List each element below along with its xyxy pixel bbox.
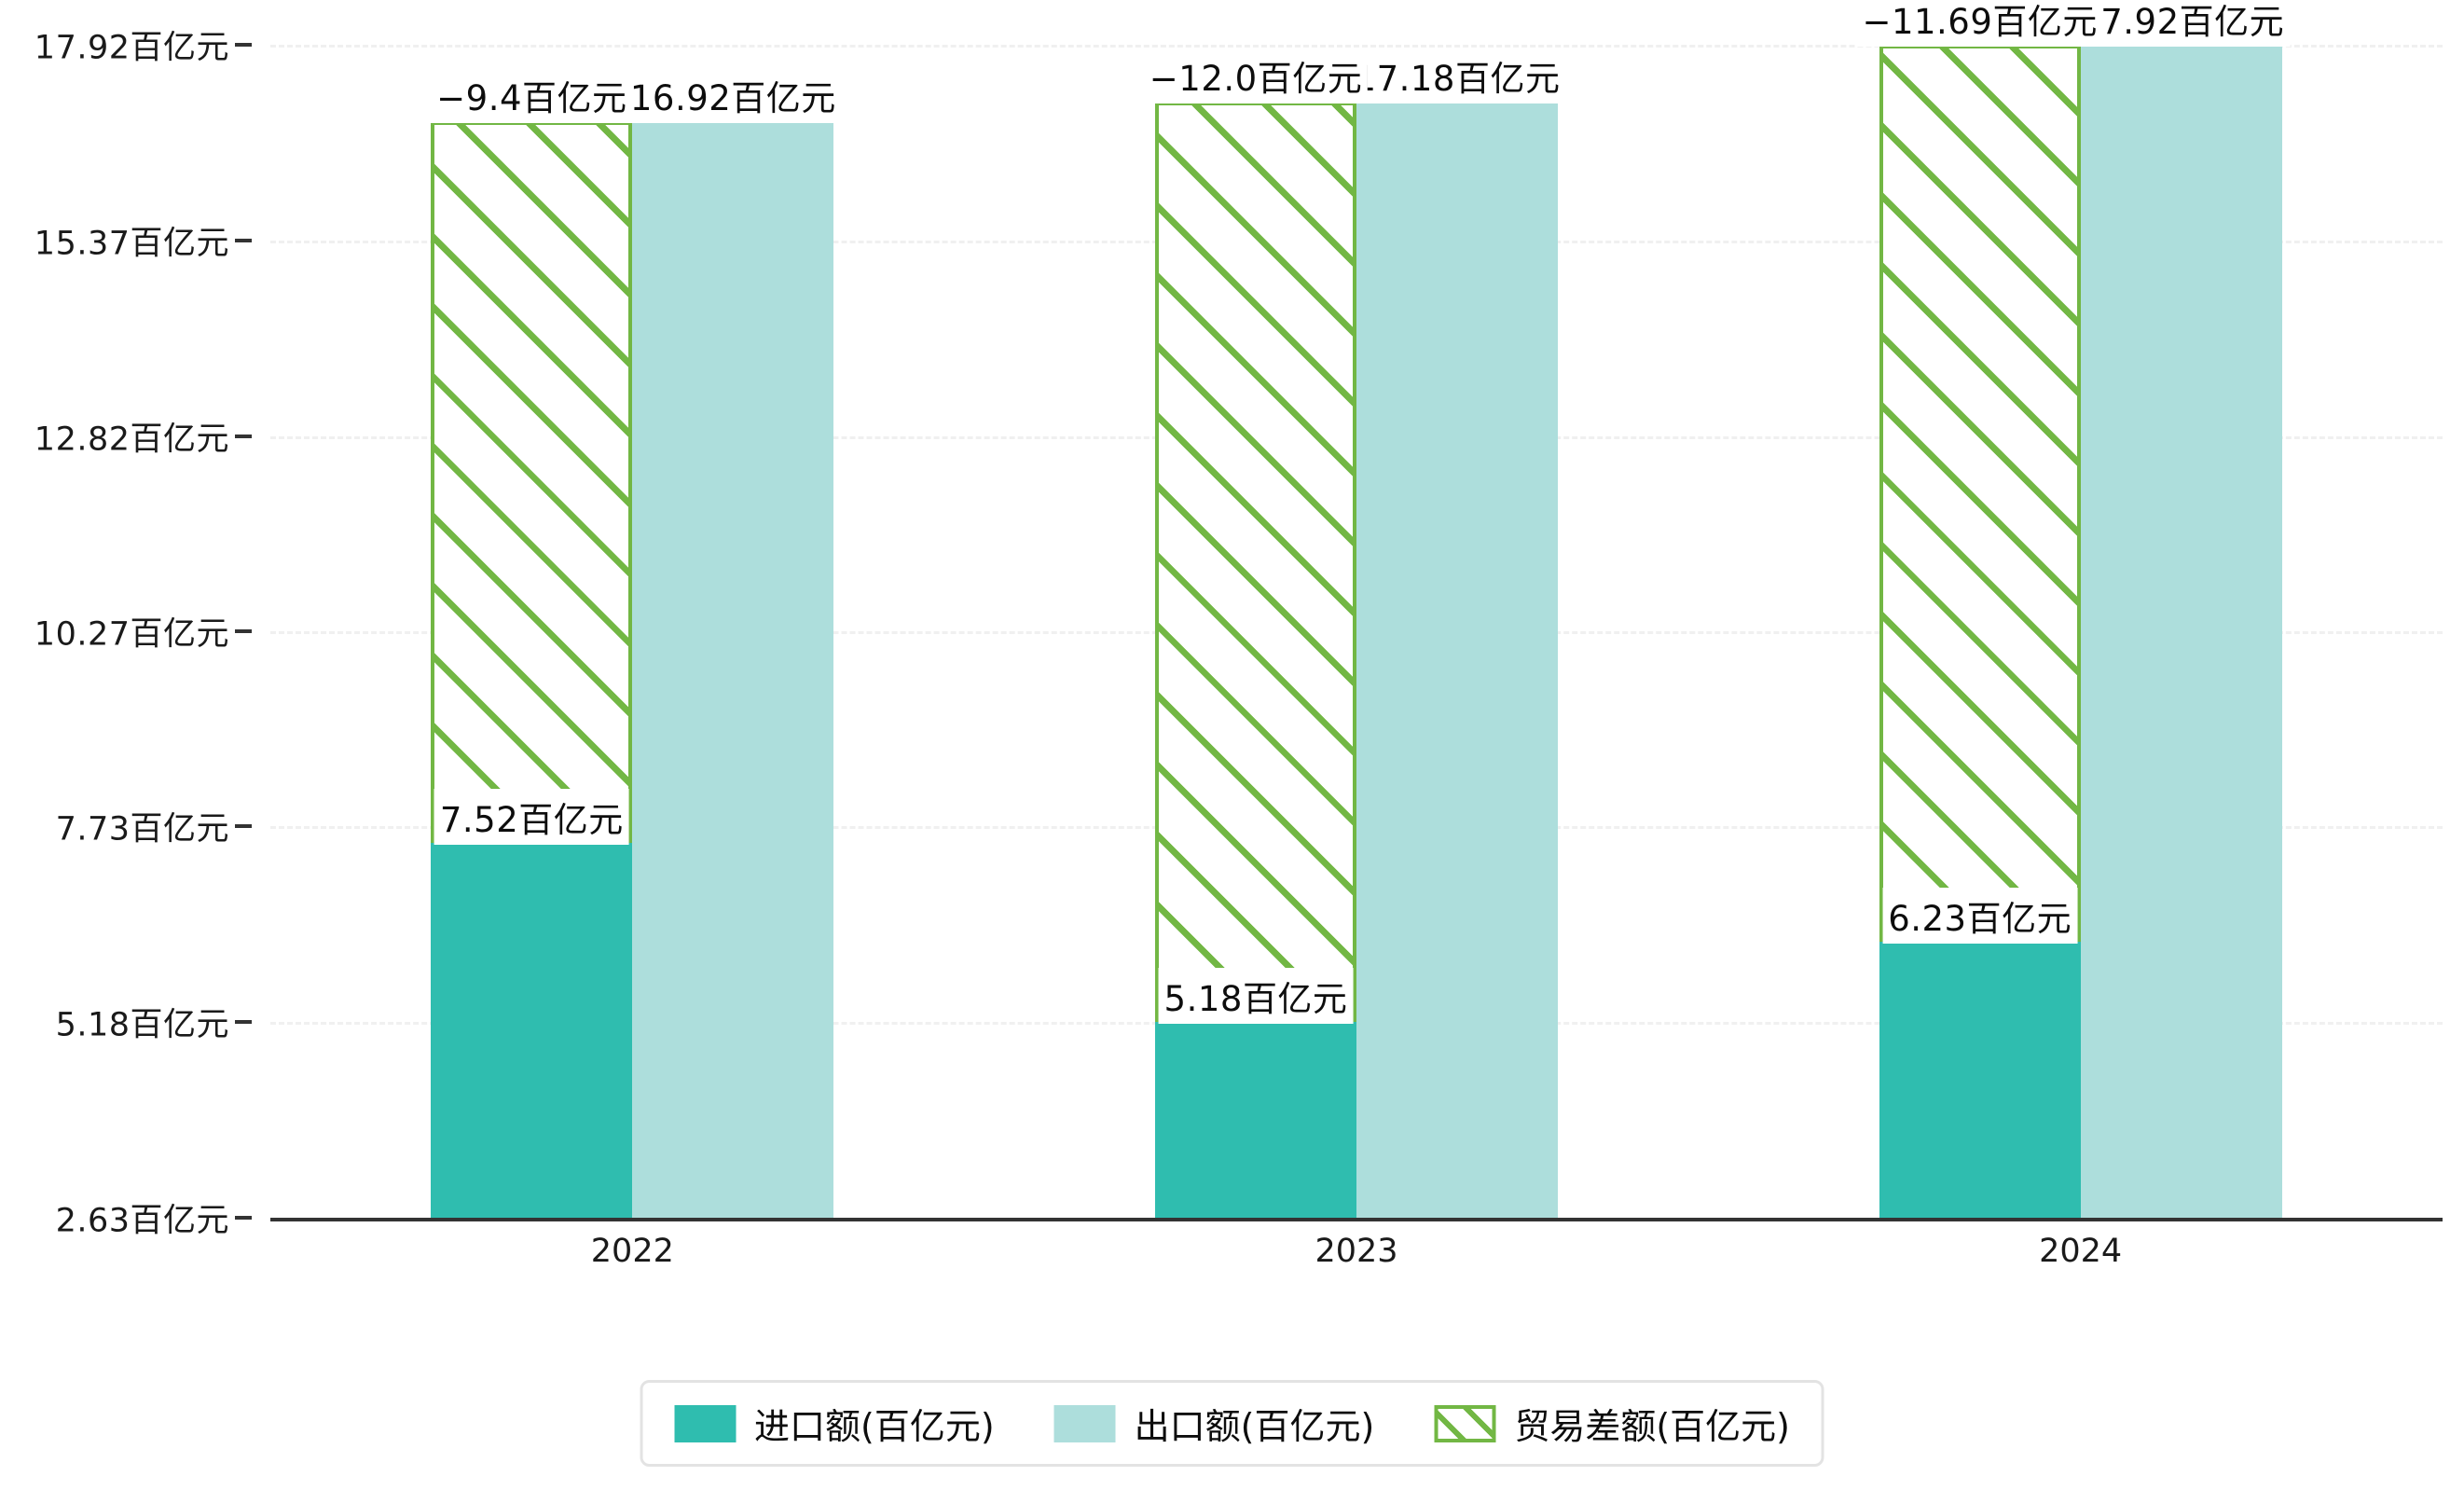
- legend-label-import: 进口额(百亿元): [754, 1406, 995, 1447]
- bar-trade-balance[interactable]: [431, 121, 633, 843]
- plot-area: 7.52百亿元 16.92百亿元 −9.4百亿元 5.18百亿元 17.18百亿元 −12…: [270, 0, 2443, 1218]
- x-axis-tick-label: 2023: [1315, 1233, 1398, 1270]
- trade-balance-swatch-icon: [1434, 1404, 1496, 1442]
- y-axis-tick-mark: [235, 1216, 252, 1220]
- bar-trade-balance[interactable]: [1155, 101, 1356, 1023]
- chart-legend: 进口额(百亿元) 出口额(百亿元) 贸易差额(百亿元): [640, 1380, 1824, 1467]
- value-label-export: 17.18百亿元: [1348, 47, 1566, 103]
- value-label-trade-balance: −11.69百亿元: [1856, 0, 2103, 47]
- y-axis-tick-mark: [235, 238, 252, 242]
- value-label-import: 6.23百亿元: [1882, 887, 2078, 944]
- bar-import[interactable]: [1879, 941, 2081, 1218]
- value-label-export: 16.92百亿元: [624, 67, 842, 124]
- legend-item-trade-balance[interactable]: 贸易差额(百亿元): [1434, 1398, 1790, 1449]
- y-axis-tick-mark: [235, 1020, 252, 1025]
- x-axis-tick-label: 2024: [2039, 1233, 2123, 1270]
- value-label-trade-balance: −9.4百亿元: [431, 67, 633, 124]
- value-label-import: 5.18百亿元: [1158, 968, 1354, 1025]
- legend-item-export[interactable]: 出口额(百亿元): [1053, 1398, 1375, 1449]
- bar-import[interactable]: [1155, 1022, 1356, 1218]
- y-axis-tick-label: 12.82百亿元: [34, 421, 229, 459]
- value-label-trade-balance: −12.0百亿元: [1143, 47, 1369, 103]
- hatch-pattern: [434, 125, 629, 839]
- bar-export[interactable]: [2080, 45, 2282, 1218]
- hatch-pattern: [1159, 104, 1353, 1019]
- x-axis-tick-label: 2022: [590, 1233, 674, 1270]
- import-swatch-icon: [674, 1404, 736, 1442]
- y-axis-tick-label: 2.63百亿元: [55, 1202, 229, 1240]
- legend-item-import[interactable]: 进口额(百亿元): [674, 1398, 995, 1449]
- bar-trade-balance[interactable]: [1879, 45, 2081, 942]
- y-axis-tick-mark: [235, 824, 252, 829]
- y-axis-tick-label: 17.92百亿元: [34, 29, 229, 67]
- value-label-export: 17.92百亿元: [2072, 0, 2291, 47]
- y-axis-tick-label: 10.27百亿元: [34, 615, 229, 654]
- x-axis-baseline: [270, 1218, 2443, 1221]
- gridline: [270, 45, 2443, 48]
- hatch-pattern: [1882, 48, 2077, 938]
- y-axis-tick-mark: [235, 43, 252, 47]
- bar-export[interactable]: [1356, 101, 1558, 1218]
- bar-export[interactable]: [632, 121, 834, 1218]
- legend-label-export: 出口额(百亿元): [1134, 1406, 1375, 1447]
- value-label-import: 7.52百亿元: [434, 788, 629, 845]
- export-swatch-icon: [1053, 1404, 1116, 1442]
- y-axis-tick-label: 15.37百亿元: [34, 225, 229, 263]
- y-axis-tick-mark: [235, 629, 252, 634]
- bar-import[interactable]: [431, 842, 633, 1218]
- legend-label-trade-balance: 贸易差额(百亿元): [1514, 1406, 1790, 1447]
- y-axis-tick-label: 7.73百亿元: [55, 810, 229, 848]
- y-axis-tick-mark: [235, 434, 252, 438]
- y-axis-tick-label: 5.18百亿元: [55, 1006, 229, 1044]
